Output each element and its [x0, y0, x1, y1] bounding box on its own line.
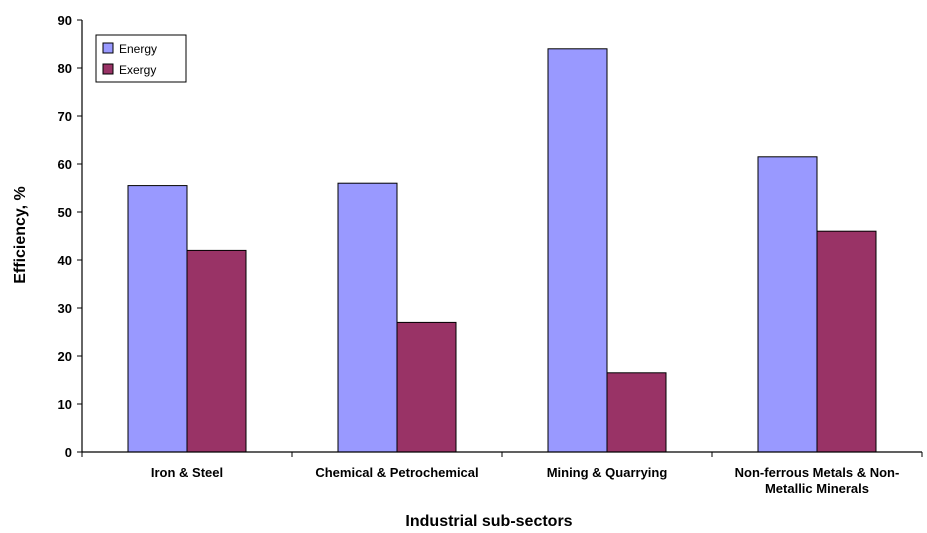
y-axis-title: Efficiency, % [12, 186, 29, 284]
bar-energy-1 [337, 182, 398, 453]
x-tick-label: Non-ferrous Metals & Non-Metallic Minera… [735, 465, 900, 496]
x-axis-title: Industrial sub-sectors [405, 513, 572, 530]
y-tick-label: 60 [58, 157, 72, 172]
y-tick-label: 70 [58, 109, 72, 124]
y-tick-label: 90 [58, 13, 72, 28]
x-tick-label-line: Iron & Steel [151, 465, 223, 480]
bar-exergy-2 [606, 372, 667, 453]
legend-swatch-exergy [102, 63, 114, 75]
y-tick-label: 0 [65, 445, 72, 460]
y-tick-label: 50 [58, 205, 72, 220]
bar-energy-3 [757, 156, 818, 453]
bar-energy-2 [547, 48, 608, 453]
y-tick-label: 20 [58, 349, 72, 364]
legend-label-exergy: Exergy [119, 63, 156, 77]
legend: Energy Exergy [95, 34, 187, 83]
y-tick-label: 30 [58, 301, 72, 316]
x-tick-label-line: Mining & Quarrying [547, 465, 668, 480]
x-tick-label-line: Metallic Minerals [765, 481, 869, 496]
x-tick-label: Iron & Steel [151, 465, 223, 480]
y-tick-label: 10 [58, 397, 72, 412]
y-tick-label: 40 [58, 253, 72, 268]
y-axis: 0 10 20 30 40 50 60 70 80 90 [58, 13, 83, 460]
x-tick-label: Mining & Quarrying [547, 465, 668, 480]
bar-exergy-3 [816, 230, 877, 453]
legend-label-energy: Energy [119, 42, 157, 56]
bar-exergy-1 [396, 321, 457, 453]
bars [127, 48, 877, 453]
x-tick-label-line: Chemical & Petrochemical [315, 465, 478, 480]
x-tick-label-line: Non-ferrous Metals & Non- [735, 465, 900, 480]
x-tick-label: Chemical & Petrochemical [315, 465, 478, 480]
x-axis: Iron & Steel Chemical & Petrochemical Mini… [81, 451, 923, 496]
bar-energy-0 [127, 185, 188, 453]
y-tick-label: 80 [58, 61, 72, 76]
bar-exergy-0 [186, 249, 247, 453]
legend-swatch-energy [102, 42, 114, 54]
